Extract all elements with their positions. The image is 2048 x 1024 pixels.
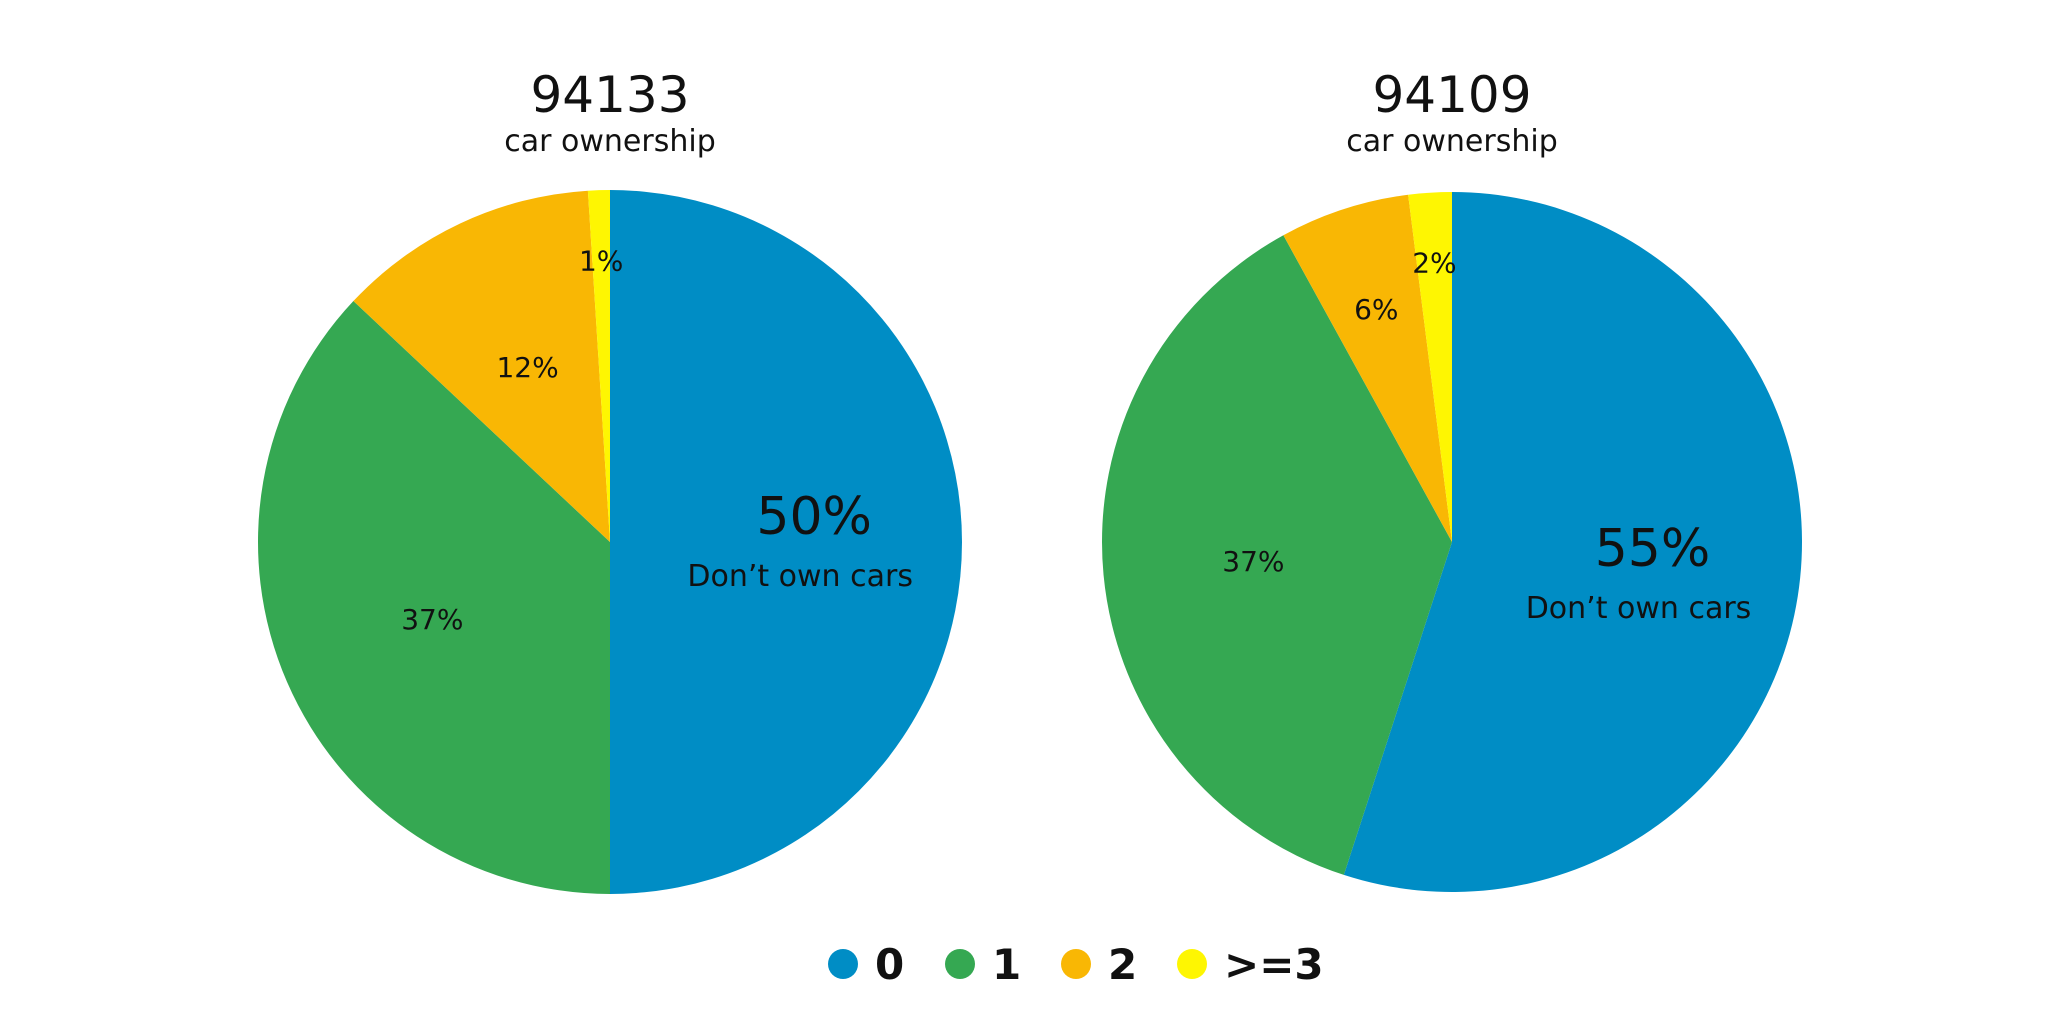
pie-slice-2	[1283, 194, 1452, 542]
chart-subtitle: car ownership	[1346, 124, 1557, 159]
legend-label: >=3	[1224, 940, 1324, 989]
slice-label-3-plus: 1%	[579, 245, 623, 278]
slice-label-1: 37%	[401, 603, 463, 636]
legend-label: 2	[1108, 940, 1137, 989]
chart-title: 94133	[530, 66, 689, 124]
pie-slice-1	[258, 301, 610, 894]
pie-slice-0	[1343, 192, 1802, 892]
slice-note: Don’t own cars	[687, 559, 913, 594]
pie-slice-1	[1102, 235, 1452, 875]
slice-note: Don’t own cars	[1526, 591, 1752, 626]
legend-swatch	[1177, 949, 1207, 979]
pie-slice-0	[610, 190, 962, 894]
slice-label-2: 6%	[1354, 293, 1398, 326]
legend-label: 0	[875, 940, 904, 989]
pie-slice-3-plus	[1408, 192, 1452, 542]
slice-label-1: 37%	[1222, 545, 1284, 578]
chart-title: 94109	[1372, 66, 1531, 124]
slice-label-0: 55%	[1595, 519, 1711, 579]
legend-label: 1	[992, 940, 1021, 989]
slice-label-2: 12%	[496, 351, 558, 384]
legend-swatch	[1061, 949, 1091, 979]
chart-subtitle: car ownership	[504, 124, 715, 159]
slice-label-0: 50%	[756, 487, 872, 547]
legend-swatch	[828, 949, 858, 979]
legend-swatch	[945, 949, 975, 979]
slice-label-3-plus: 2%	[1412, 247, 1456, 280]
pie-slice-2	[353, 190, 610, 543]
pie-slice-3-plus	[587, 190, 610, 542]
